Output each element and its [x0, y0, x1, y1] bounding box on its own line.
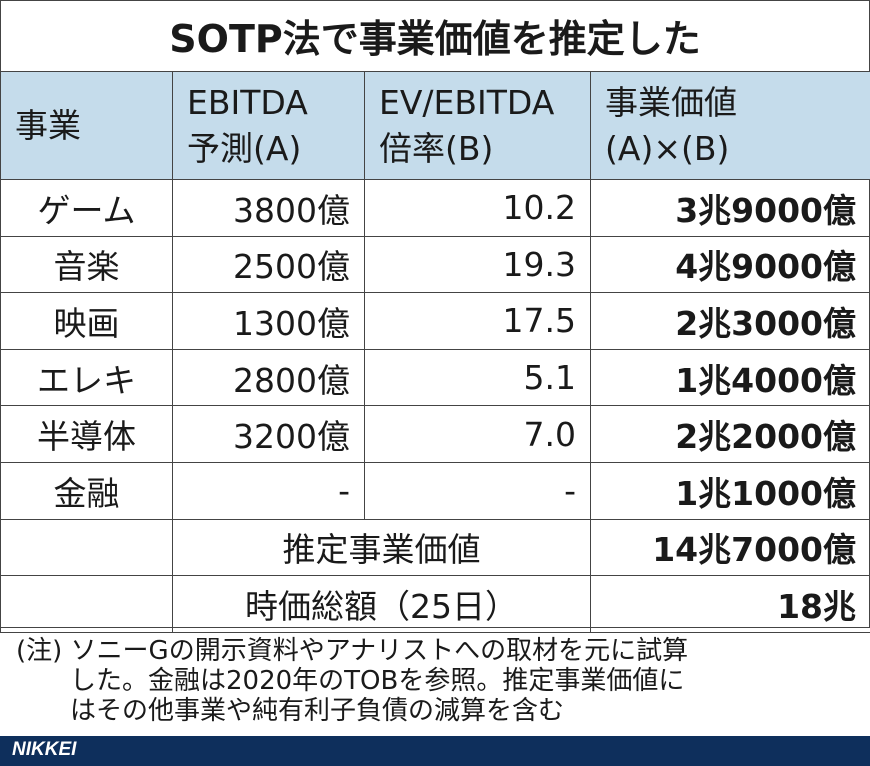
sotp-table: 事業 EBITDA 予測(A) EV/EBITDA 倍率(B) 事業価値 (A)×(B… [0, 71, 870, 633]
cell-business: 音楽 [0, 235, 173, 294]
summary-label: 時価総額（25日） [172, 575, 591, 633]
cell-business: 映画 [0, 292, 173, 350]
summary-row-estimated-value: 推定事業価値 14兆7000億 [0, 518, 870, 577]
header-multiple: EV/EBITDA 倍率(B) [364, 71, 591, 180]
header-row: 事業 EBITDA 予測(A) EV/EBITDA 倍率(B) 事業価値 (A)×(B… [0, 71, 870, 180]
table-row: ゲーム 3800億 10.2 3兆9000億 [0, 179, 870, 237]
cell-ebitda: 1300億 [172, 292, 365, 350]
footnote-line: はその他事業や純有利子負債の減算を含む [70, 696, 565, 726]
cell-multiple: 5.1 [364, 348, 591, 407]
cell-business: エレキ [0, 348, 173, 407]
footnote: (注) ソニーGの開示資料やアナリストへの取材を元に試算 した。金融は2020年… [16, 636, 866, 726]
cell-empty [0, 575, 173, 633]
cell-multiple: 19.3 [364, 235, 591, 294]
cell-multiple: - [364, 461, 591, 520]
header-value: 事業価値 (A)×(B) [590, 71, 870, 180]
cell-value: 2兆3000億 [590, 292, 870, 350]
summary-value: 14兆7000億 [590, 518, 870, 577]
cell-value: 2兆2000億 [590, 405, 870, 463]
cell-business: 金融 [0, 461, 173, 520]
footnote-line: (注) ソニーGの開示資料やアナリストへの取材を元に試算 [16, 636, 689, 666]
table-row: 半導体 3200億 7.0 2兆2000億 [0, 405, 870, 463]
nikkei-logo: NIKKEI [12, 739, 77, 760]
cell-multiple: 7.0 [364, 405, 591, 463]
cell-multiple: 10.2 [364, 179, 591, 237]
cell-business: ゲーム [0, 179, 173, 237]
cell-empty [0, 518, 173, 577]
header-business: 事業 [0, 71, 173, 180]
table-row: エレキ 2800億 5.1 1兆4000億 [0, 348, 870, 407]
cell-ebitda: 3800億 [172, 179, 365, 237]
cell-value: 1兆1000億 [590, 461, 870, 520]
table-row: 映画 1300億 17.5 2兆3000億 [0, 292, 870, 350]
table-title: SOTP法で事業価値を推定した [0, 0, 870, 72]
table-row: 金融 - - 1兆1000億 [0, 461, 870, 520]
summary-row-market-cap: 時価総額（25日） 18兆 [0, 575, 870, 633]
summary-label: 推定事業価値 [172, 518, 591, 577]
cell-ebitda: - [172, 461, 365, 520]
cell-value: 3兆9000億 [590, 179, 870, 237]
cell-value: 4兆9000億 [590, 235, 870, 294]
cell-value: 1兆4000億 [590, 348, 870, 407]
cell-ebitda: 3200億 [172, 405, 365, 463]
cell-ebitda: 2800億 [172, 348, 365, 407]
cell-business: 半導体 [0, 405, 173, 463]
cell-ebitda: 2500億 [172, 235, 365, 294]
summary-value: 18兆 [590, 575, 870, 633]
table-row: 音楽 2500億 19.3 4兆9000億 [0, 235, 870, 294]
header-ebitda: EBITDA 予測(A) [172, 71, 365, 180]
footnote-line: した。金融は2020年のTOBを参照。推定事業価値に [70, 666, 685, 696]
footer-bar: NIKKEI [0, 736, 870, 766]
cell-multiple: 17.5 [364, 292, 591, 350]
